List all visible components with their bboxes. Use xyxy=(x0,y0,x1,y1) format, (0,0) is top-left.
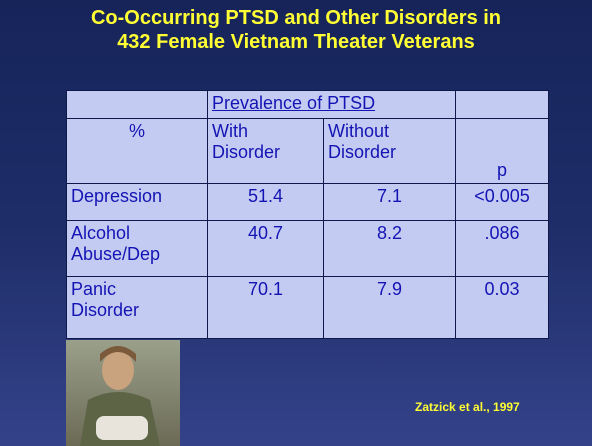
cell: <0.005 xyxy=(455,183,550,221)
citation: Zatzick et al., 1997 xyxy=(415,400,520,414)
row-label: Depression xyxy=(66,183,208,221)
data-table: Prevalence of PTSD % With Disorder Witho… xyxy=(66,90,550,339)
column-header: % xyxy=(66,118,208,184)
row-label: Panic Disorder xyxy=(66,276,208,339)
row-label: Alcohol Abuse/Dep xyxy=(66,220,208,277)
table-row: Prevalence of PTSD xyxy=(66,90,550,119)
cell: 51.4 xyxy=(207,183,324,221)
cell: 40.7 xyxy=(207,220,324,277)
title-line: Co-Occurring PTSD and Other Disorders in xyxy=(90,7,502,29)
column-header: Without Disorder xyxy=(322,118,457,184)
cell: .086 xyxy=(455,220,550,277)
group-header: Prevalence of PTSD xyxy=(206,90,457,119)
cell: 7.1 xyxy=(322,183,457,221)
photo xyxy=(66,340,180,446)
table-row: Depression 51.4 7.1 <0.005 xyxy=(66,183,550,221)
table-row: Panic Disorder 70.1 7.9 0.03 xyxy=(66,276,550,339)
cell: 70.1 xyxy=(207,276,324,339)
empty-cell xyxy=(66,90,208,119)
cell: 8.2 xyxy=(322,220,457,277)
table-row: % With Disorder Without Disorder p xyxy=(66,118,550,184)
column-header: p xyxy=(455,118,550,184)
table-row: Alcohol Abuse/Dep 40.7 8.2 .086 xyxy=(66,220,550,277)
photo-art xyxy=(80,346,160,446)
cell: 7.9 xyxy=(322,276,457,339)
column-header: With Disorder xyxy=(207,118,324,184)
title-line: 432 Female Vietnam Theater Veterans xyxy=(117,31,475,53)
slide-title: Co-Occurring PTSD and Other Disorders in… xyxy=(0,6,592,54)
empty-cell xyxy=(455,90,550,119)
cell: 0.03 xyxy=(455,276,550,339)
